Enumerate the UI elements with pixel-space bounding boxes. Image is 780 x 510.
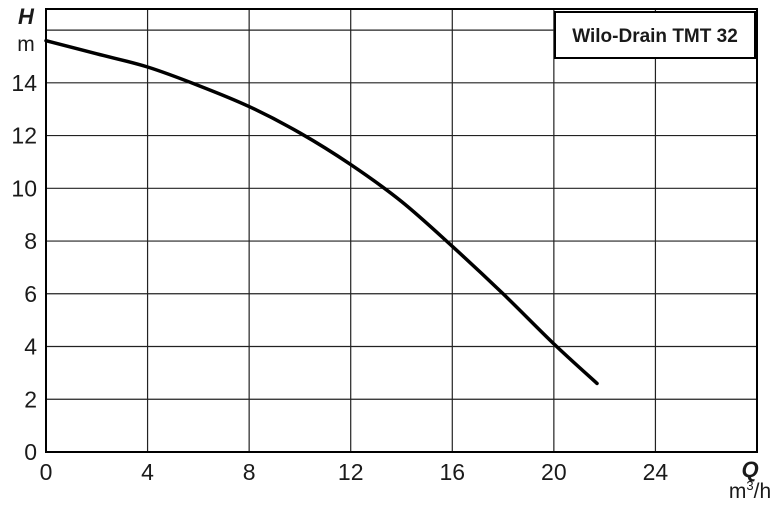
y-tick-label: 2 <box>24 386 37 412</box>
x-tick-label: 8 <box>243 459 256 485</box>
x-tick-label: 0 <box>40 459 53 485</box>
y-tick-label: 10 <box>11 175 37 201</box>
x-tick-label: 4 <box>141 459 154 485</box>
y-tick-label: 4 <box>24 334 37 360</box>
series-group <box>44 38 599 386</box>
title-box: Wilo-Drain TMT 32 <box>554 11 756 59</box>
x-tick-labels: 0 4 8 12 16 20 24 <box>40 459 669 485</box>
title-box-frame <box>554 11 756 59</box>
x-axis-unit-sup: 3 <box>746 478 753 493</box>
x-axis-label: Q <box>741 457 758 482</box>
x-tick-label: 12 <box>338 459 364 485</box>
y-tick-label: 0 <box>24 439 37 465</box>
chart-title: Wilo-Drain TMT 32 <box>572 26 738 47</box>
y-tick-label: 6 <box>24 281 37 307</box>
y-tick-label: 12 <box>11 123 37 149</box>
pump-curve-line <box>44 38 599 386</box>
x-axis-unit: m3/h <box>729 478 771 503</box>
plot-frame <box>45 8 758 453</box>
grid <box>46 9 757 452</box>
y-tick-labels: 0 2 4 6 8 10 12 14 <box>11 70 37 465</box>
y-axis-label: H <box>18 4 35 29</box>
y-tick-label: 8 <box>24 228 37 254</box>
x-tick-label: 20 <box>541 459 567 485</box>
x-axis-unit-base: m <box>729 480 747 503</box>
y-axis-unit: m <box>17 33 35 56</box>
x-tick-label: 16 <box>439 459 465 485</box>
y-tick-label: 14 <box>11 70 37 96</box>
x-axis-unit-tail: /h <box>754 480 772 503</box>
x-tick-label: 24 <box>643 459 669 485</box>
